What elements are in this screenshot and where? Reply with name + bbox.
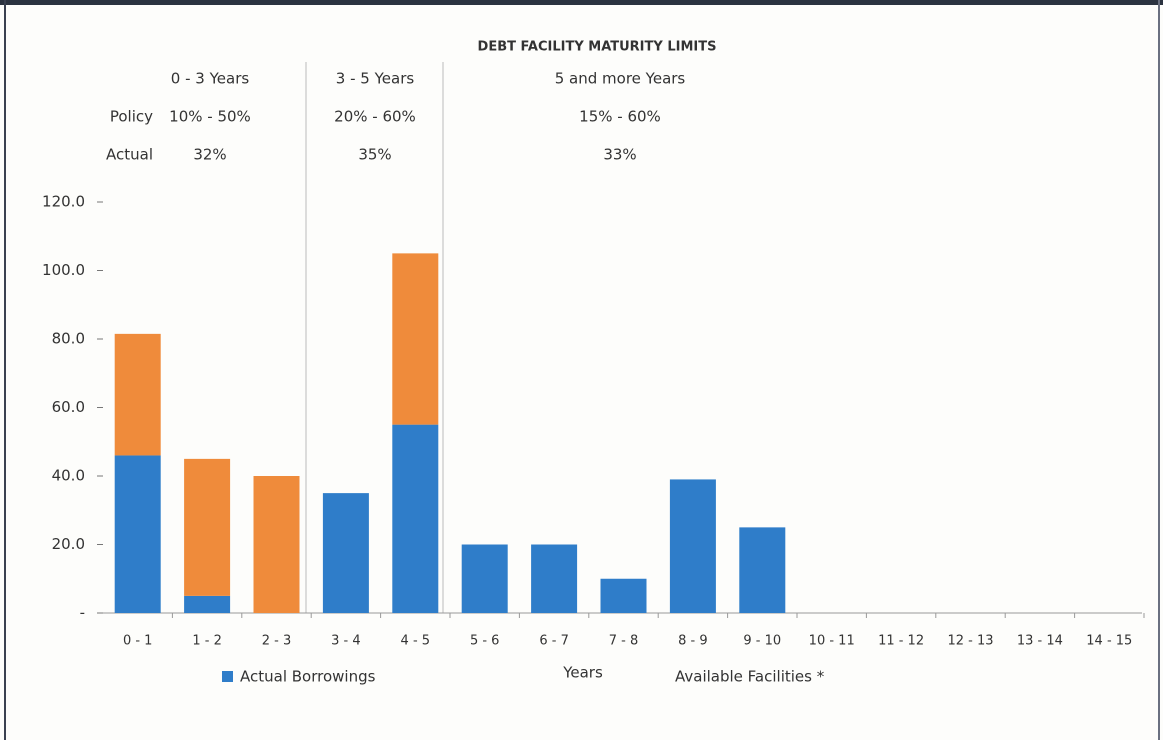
band-title: 0 - 3 Years [171, 70, 250, 88]
bar-segment [600, 578, 647, 613]
y-tick-label: 60.0 [52, 398, 85, 416]
top-border [0, 0, 1163, 5]
x-tick-label: 4 - 5 [401, 634, 431, 649]
band-policy: 15% - 60% [579, 108, 661, 126]
chart-title: DEBT FACILITY MATURITY LIMITS [478, 40, 717, 55]
x-tick-label: 1 - 2 [192, 634, 222, 649]
band-actual: 33% [603, 146, 636, 164]
bar-segment [739, 527, 786, 613]
x-tick-label: 6 - 7 [539, 634, 569, 649]
y-tick-label: 40.0 [52, 467, 85, 485]
bar-segment [114, 333, 161, 456]
x-tick-label: 13 - 14 [1017, 634, 1063, 649]
x-tick-label: 14 - 15 [1086, 634, 1132, 649]
x-tick-label: 7 - 8 [609, 634, 639, 649]
x-tick-label: 3 - 4 [331, 634, 361, 649]
legend-label: Actual Borrowings [240, 668, 376, 686]
bar-segment [114, 455, 161, 613]
band-policy: 10% - 50% [169, 108, 251, 126]
x-tick-label: 2 - 3 [262, 634, 292, 649]
bar-segment [322, 493, 369, 613]
band-title: 3 - 5 Years [336, 70, 415, 88]
y-tick-label: 100.0 [42, 261, 85, 279]
y-tick-label: 20.0 [52, 535, 85, 553]
bar-segment [253, 476, 300, 613]
bar-segment [392, 253, 439, 425]
bar-segment [184, 458, 231, 596]
bar-segment [531, 544, 578, 613]
x-tick-label: 5 - 6 [470, 634, 500, 649]
x-tick-label: 10 - 11 [809, 634, 855, 649]
band-title: 5 and more Years [555, 70, 686, 88]
left-border [4, 0, 6, 740]
x-tick-label: 12 - 13 [947, 634, 993, 649]
x-tick-label: 0 - 1 [123, 634, 153, 649]
bar-segment [669, 479, 716, 613]
band-actual: 32% [193, 146, 226, 164]
legend-swatch [222, 671, 233, 682]
bar-segment [184, 595, 231, 613]
x-tick-label: 8 - 9 [678, 634, 708, 649]
y-tick-label: 80.0 [52, 330, 85, 348]
bar-segment [461, 544, 508, 613]
right-border [1158, 0, 1160, 740]
x-tick-label: 9 - 10 [743, 634, 781, 649]
band-policy: 20% - 60% [334, 108, 416, 126]
bar-segment [392, 424, 439, 613]
x-axis-label: Years [562, 664, 603, 682]
x-tick-label: 11 - 12 [878, 634, 924, 649]
y-tick-label: 120.0 [42, 193, 85, 211]
legend-label: Available Facilities * [675, 668, 825, 686]
y-tick-label: - [80, 604, 85, 622]
row-label: Actual [106, 146, 153, 164]
band-actual: 35% [358, 146, 391, 164]
row-label: Policy [110, 108, 153, 126]
